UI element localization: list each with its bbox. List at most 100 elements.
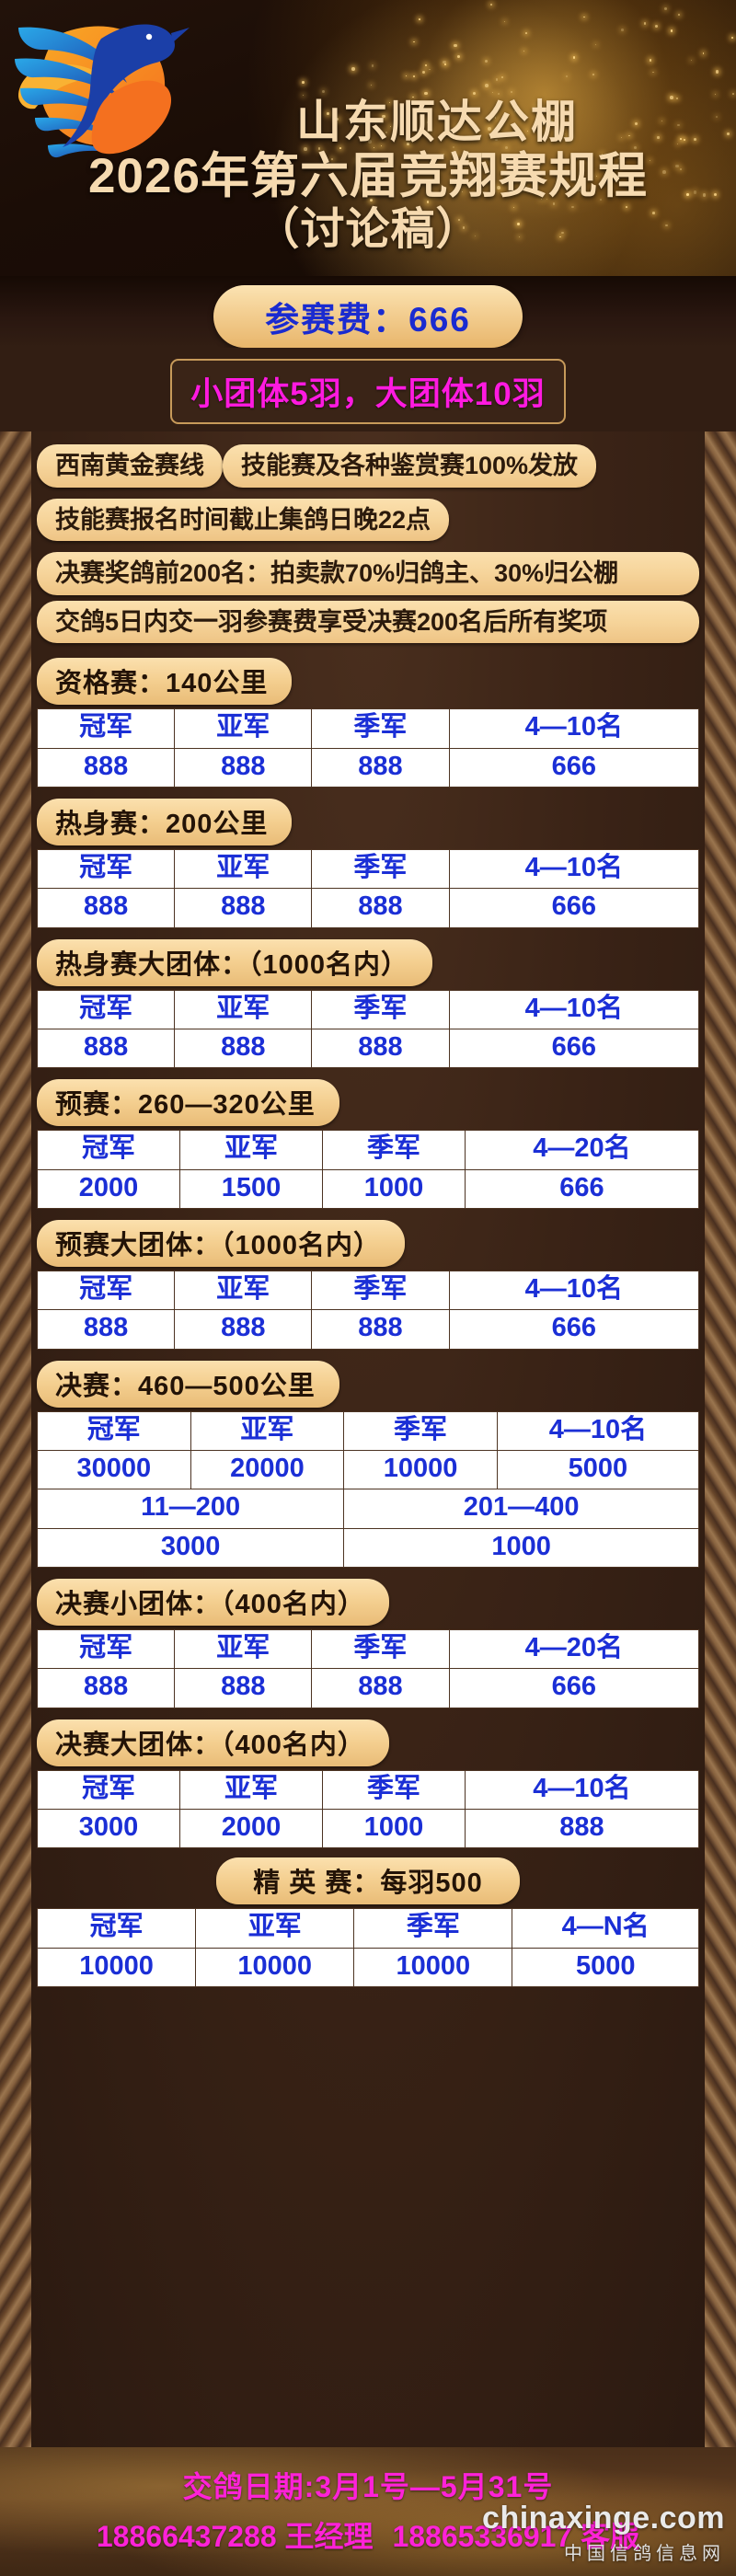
contact-phone-2: 18865336917 客服: [392, 2520, 640, 2553]
table-cell: 888: [464, 1809, 700, 1849]
table-cell: 666: [448, 1028, 700, 1069]
table-header-cell: 季军: [321, 1130, 466, 1170]
table-cell: 888: [311, 1028, 450, 1069]
table-row: 冠军 亚军 季军 4—10名: [36, 848, 700, 890]
prize-section-title: 精 英 赛：每羽500: [216, 1857, 520, 1905]
table-header-cell: 4—10名: [448, 1270, 700, 1311]
table-header-cell: 亚军: [195, 1908, 355, 1949]
dove-logo-icon: [9, 7, 202, 182]
table-row: 冠军 亚军 季军 4—N名: [36, 1908, 699, 1949]
prize-section: 决赛：460—500公里 冠军 亚军 季军 4—10名 30000 20000 10000 50…: [36, 1351, 700, 1569]
table-header-cell: 冠军: [36, 848, 176, 890]
prize-section: 资格赛：140公里 冠军 亚军 季军 4—10名 888 888 888 666: [36, 649, 700, 788]
table-cell: 201—400: [343, 1489, 699, 1529]
watermark: chinaxinge.com 中国信鸽信息网: [482, 2501, 725, 2565]
table-cell: 888: [311, 1668, 450, 1708]
title-block: 山东顺达公棚 2026年第六届竞翔赛规程 （讨论稿）: [64, 98, 672, 255]
table-cell: 888: [36, 1668, 176, 1708]
table-cell: 666: [448, 1668, 700, 1708]
table-header-cell: 季军: [311, 708, 450, 749]
poster-header: 山东顺达公棚 2026年第六届竞翔赛规程 （讨论稿）: [0, 0, 736, 276]
table-cell: 888: [311, 1309, 450, 1350]
table-cell: 888: [174, 1028, 313, 1069]
table-row: 888 888 888 666: [36, 1668, 700, 1708]
table-cell: 11—200: [36, 1489, 345, 1529]
prize-section-title: 决赛小团体：（400名内）: [37, 1579, 389, 1626]
prize-table: 冠军 亚军 季军 4—20名 888 888 888 666: [36, 1628, 700, 1708]
table-row: 冠军 亚军 季军 4—10名: [36, 989, 700, 1029]
table-header-cell: 季军: [353, 1908, 513, 1949]
table-cell: 10000: [195, 1947, 355, 1988]
prize-table: 冠军 亚军 季军 4—10名 888 888 888 666: [36, 848, 700, 928]
poster-content: 西南黄金赛线 技能赛及各种鉴赏赛100%发放技能赛报名时间截止集鸽日晚22点 决赛奖…: [0, 431, 736, 1988]
table-header-cell: 冠军: [36, 1270, 176, 1311]
table-cell: 666: [464, 1168, 700, 1209]
table-header-cell: 亚军: [174, 708, 313, 749]
table-cell: 888: [174, 1668, 313, 1708]
table-cell: 5000: [496, 1449, 700, 1490]
prize-table: 冠军 亚军 季军 4—20名 2000 1500 1000 666: [37, 1130, 700, 1209]
table-cell: 3000: [36, 1527, 345, 1569]
table-header-cell: 4—20名: [448, 1628, 700, 1670]
table-row: 888 888 888 666: [36, 888, 700, 928]
table-header-cell: 季军: [311, 1270, 450, 1311]
notice-item: 西南黄金赛线: [37, 444, 223, 488]
table-header-cell: 冠军: [36, 708, 176, 749]
table-row: 冠军 亚军 季军 4—10名: [37, 1410, 700, 1451]
prize-table: 冠军 亚军 季军 4—N名 10000 10000 10000 5000: [36, 1908, 699, 1988]
table-header-cell: 冠军: [37, 1410, 191, 1451]
table-cell: 666: [448, 888, 700, 928]
table-row: 2000 1500 1000 666: [37, 1168, 700, 1209]
table-header-cell: 季军: [343, 1410, 498, 1451]
header-line-1: 山东顺达公棚: [295, 98, 578, 147]
table-cell: 1000: [321, 1168, 466, 1209]
watermark-site-name: 中国信鸽信息网: [564, 2544, 725, 2564]
table-header-cell: 4—10名: [448, 708, 700, 749]
team-rule-badge: 小团体5羽，大团体10羽: [170, 359, 566, 424]
table-cell: 10000: [353, 1947, 513, 1988]
table-cell: 1000: [321, 1809, 466, 1849]
table-header-cell: 冠军: [37, 1769, 180, 1811]
table-row: 冠军 亚军 季军 4—20名: [36, 1628, 700, 1670]
table-row: 冠军 亚军 季军 4—20名: [37, 1130, 700, 1170]
table-row: 冠军 亚军 季军 4—10名: [37, 1769, 700, 1811]
prize-section: 热身赛：200公里 冠军 亚军 季军 4—10名 888 888 888 666: [36, 789, 700, 928]
table-row: 30000 20000 10000 5000: [37, 1449, 700, 1490]
table-header-cell: 季军: [311, 1628, 450, 1670]
prize-section-title: 决赛：460—500公里: [37, 1360, 339, 1408]
prize-section-title: 预赛：260—320公里: [37, 1079, 339, 1127]
delivery-date: 交鸽日期:3月1号—5月31号: [182, 2470, 554, 2503]
prize-section: 预赛：260—320公里 冠军 亚军 季军 4—20名 2000 1500 1000 666: [37, 1070, 700, 1209]
table-row: 10000 10000 10000 5000: [36, 1947, 699, 1988]
table-header-cell: 亚军: [178, 1130, 323, 1170]
table-header-cell: 4—10名: [464, 1769, 700, 1811]
table-header-cell: 冠军: [36, 1628, 176, 1670]
table-header-cell: 4—20名: [464, 1130, 700, 1170]
table-header-cell: 亚军: [190, 1410, 345, 1451]
contact-phones: 18866437288 王经理 18865336917 客服: [0, 2513, 736, 2556]
table-header-cell: 亚军: [174, 1270, 313, 1311]
prize-table: 冠军 亚军 季军 4—10名 30000 20000 10000 5000 11—200 201—…: [36, 1410, 700, 1569]
table-cell: 888: [311, 888, 450, 928]
table-cell: 2000: [37, 1168, 180, 1209]
table-row: 888 888 888 666: [36, 1309, 700, 1350]
table-header-cell: 亚军: [174, 989, 313, 1029]
table-cell: 888: [174, 888, 313, 928]
prize-table: 冠军 亚军 季军 4—10名 3000 2000 1000 888: [37, 1769, 700, 1849]
watermark-domain: chinaxinge.com: [482, 2501, 725, 2536]
table-header-cell: 季军: [311, 848, 450, 890]
table-cell: 888: [36, 1028, 176, 1069]
table-header-cell: 亚军: [174, 848, 313, 890]
prize-table: 冠军 亚军 季军 4—10名 888 888 888 666: [36, 989, 700, 1069]
table-cell: 1500: [178, 1168, 323, 1209]
prize-section: 决赛小团体：（400名内） 冠军 亚军 季军 4—20名 888 888 888 666: [36, 1570, 700, 1708]
table-cell: 888: [174, 747, 313, 788]
notice-item: 技能赛报名时间截止集鸽日晚22点: [37, 498, 450, 542]
table-cell: 888: [311, 747, 450, 788]
table-header-cell: 季军: [321, 1769, 466, 1811]
table-cell: 666: [448, 747, 700, 788]
table-header-cell: 季军: [311, 989, 450, 1029]
notice-item: 技能赛及各种鉴赏赛100%发放: [223, 444, 597, 488]
table-cell: 888: [36, 747, 176, 788]
